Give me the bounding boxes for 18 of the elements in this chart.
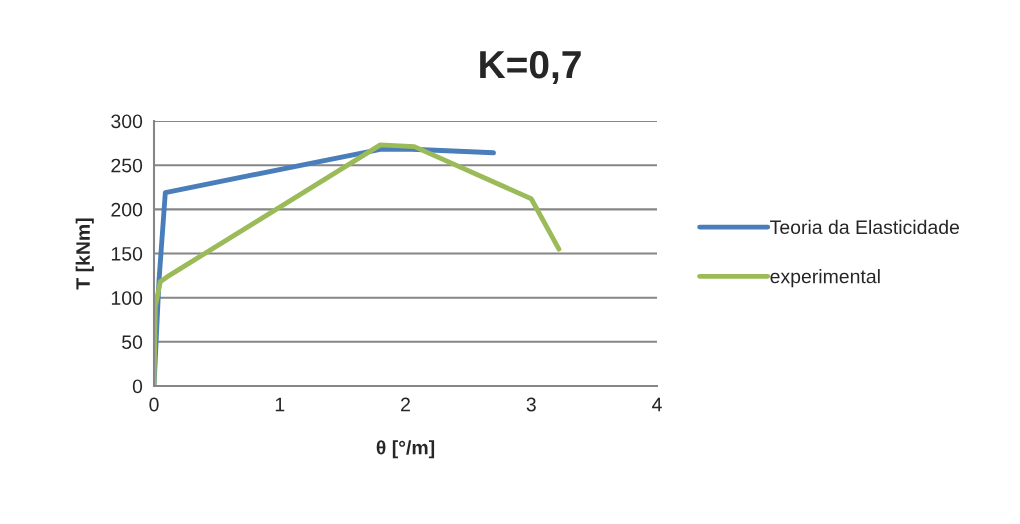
y-tick-label: 150: [111, 246, 143, 261]
y-tick-label: 200: [111, 202, 143, 217]
y-tick-label: 0: [132, 379, 143, 394]
y-tick-label: 100: [111, 291, 143, 305]
x-tick-label: 2: [401, 397, 410, 412]
chart-title: K=0,7: [480, 50, 581, 85]
x-tick-label: 4: [652, 397, 662, 412]
x-tick-label: 3: [526, 397, 536, 412]
y-tick-label: 50: [122, 335, 143, 350]
y-axis-title: T [kNm]: [75, 218, 94, 290]
x-axis-title: θ [°/m]: [376, 440, 435, 459]
x-tick-label: 1: [275, 397, 285, 412]
x-tick-label: 0: [149, 397, 159, 412]
y-tick-label: 300: [111, 114, 143, 129]
legend-label: Teoria da Elasticidade: [770, 219, 960, 235]
line-series: [154, 142, 562, 386]
y-tick-label: 250: [111, 158, 143, 173]
legend-label: experimental: [770, 269, 880, 288]
